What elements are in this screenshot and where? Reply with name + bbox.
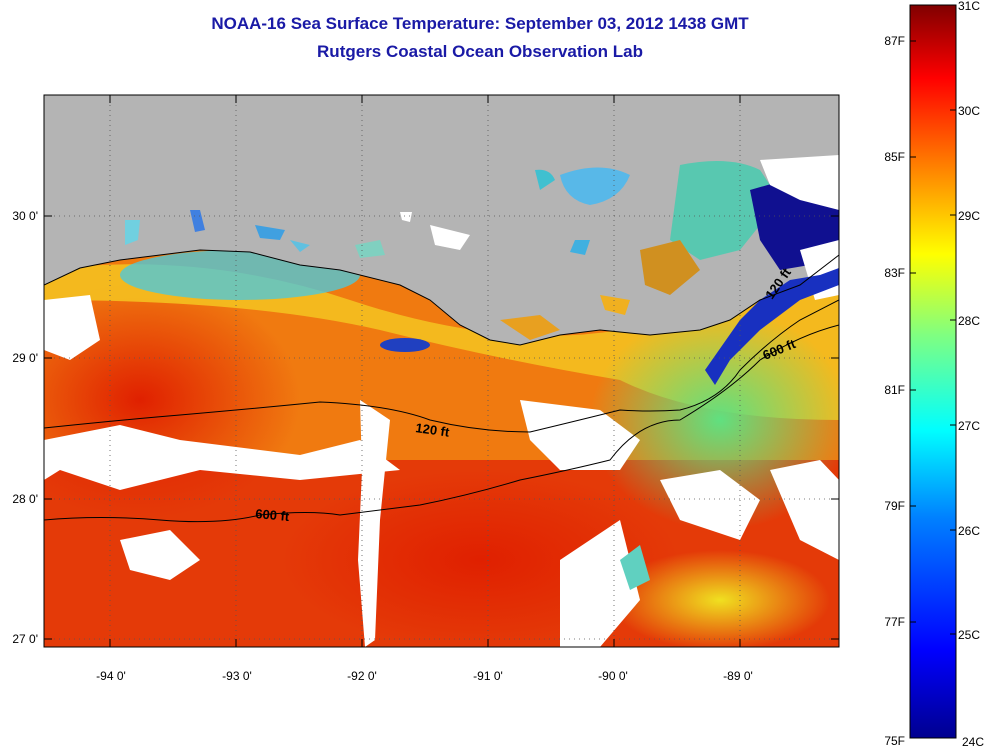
latitude-labels: 27 0' 28 0' 29 0' 30 0'	[12, 209, 38, 646]
contour-120ft	[44, 299, 839, 433]
colorbar-f-label: 75F	[884, 734, 905, 748]
colorbar-c-label: 27C	[958, 419, 980, 433]
contour-600ft	[44, 324, 839, 523]
colorbar-c-label: 26C	[958, 524, 980, 538]
cloud-cover	[44, 295, 839, 647]
map-title: NOAA-16 Sea Surface Temperature: Septemb…	[211, 14, 749, 33]
lat-label: 30 0'	[12, 209, 38, 223]
lon-label: -91 0'	[473, 669, 503, 683]
coastline	[44, 249, 839, 346]
colorbar-f-label: 87F	[884, 34, 905, 48]
colorbar-f-label: 79F	[884, 499, 905, 513]
colorbar-f-label: 83F	[884, 266, 905, 280]
lat-label: 27 0'	[12, 632, 38, 646]
colorbar: 87F 85F 83F 81F 79F 77F 75F 31C 30C 29C …	[884, 0, 984, 749]
colorbar-f-label: 85F	[884, 150, 905, 164]
map-area: 120 ft 600 ft 600 ft 120 ft	[44, 95, 839, 647]
lat-label: 28 0'	[12, 492, 38, 506]
map-subtitle: Rutgers Coastal Ocean Observation Lab	[317, 42, 643, 61]
longitude-labels: -94 0' -93 0' -92 0' -91 0' -90 0' -89 0…	[96, 669, 753, 683]
colorbar-c-label: 31C	[958, 0, 980, 13]
colorbar-f-label: 77F	[884, 615, 905, 629]
colorbar-c-label: 25C	[958, 628, 980, 642]
colorbar-gradient	[909, 4, 957, 739]
lon-label: -90 0'	[598, 669, 628, 683]
lat-label: 29 0'	[12, 351, 38, 365]
contour-label-600ft-west: 600 ft	[255, 506, 291, 524]
colorbar-c-label: 30C	[958, 104, 980, 118]
map-frame	[43, 94, 840, 648]
colorbar-f-label: 81F	[884, 383, 905, 397]
land-louisiana-texas	[44, 95, 839, 345]
lon-label: -94 0'	[96, 669, 126, 683]
colorbar-c-label: 28C	[958, 314, 980, 328]
mild-water-southeast	[610, 550, 830, 647]
graticule	[44, 95, 839, 647]
lon-label: -93 0'	[222, 669, 252, 683]
colorbar-c-label: 24C	[962, 735, 984, 749]
lon-label: -92 0'	[347, 669, 377, 683]
frame-ticks	[44, 95, 839, 647]
contour-label-120ft: 120 ft	[415, 420, 451, 440]
cold-patches	[380, 268, 839, 590]
colorbar-c-label: 29C	[958, 209, 980, 223]
lon-label: -89 0'	[723, 669, 753, 683]
inland-lakes	[125, 155, 839, 340]
